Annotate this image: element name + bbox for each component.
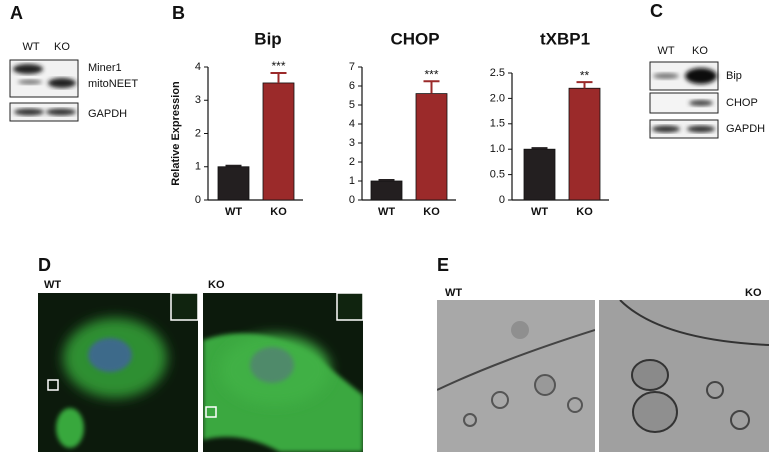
y-tick-label: 2.5 <box>490 67 505 79</box>
y-tick-label: 0.5 <box>490 169 505 181</box>
error-bar <box>531 147 548 150</box>
bar <box>523 148 556 201</box>
lane-label: WT <box>22 41 39 53</box>
y-tick-label: 1 <box>349 175 355 187</box>
y-axis-label: Relative Expression <box>170 81 182 186</box>
charts: Bip Relative Expression 0 1 2 3 4 WT *** KO CHOP 0 1… <box>170 29 609 218</box>
x-tick-label: KO <box>576 206 593 218</box>
x-tick-label: WT <box>225 206 242 218</box>
error-bar <box>576 81 593 89</box>
y-tick-label: 7 <box>349 61 355 73</box>
error-bar <box>378 179 395 182</box>
em-image <box>437 300 595 452</box>
y-tick-label: 0 <box>349 194 355 206</box>
em-image <box>599 300 769 452</box>
band-label: GAPDH <box>726 123 765 135</box>
band-label: Bip <box>726 70 742 82</box>
significance: *** <box>424 67 438 81</box>
x-tick-label: WT <box>531 206 548 218</box>
y-tick-label: 3 <box>195 94 201 106</box>
panel-letter: A <box>10 3 23 23</box>
chart-title: Bip <box>254 29 281 48</box>
chart-title: CHOP <box>390 29 439 48</box>
panel-letter: C <box>650 1 663 21</box>
x-tick-label: KO <box>423 206 440 218</box>
y-tick-label: 4 <box>195 61 201 73</box>
fluorescence-image <box>38 293 198 452</box>
band-label: CHOP <box>726 97 758 109</box>
x-tick-label: KO <box>270 206 287 218</box>
blot <box>649 61 719 139</box>
y-tick-label: 2.0 <box>490 92 505 104</box>
y-tick-label: 2 <box>349 156 355 168</box>
y-tick-label: 3 <box>349 137 355 149</box>
band-label: GAPDH <box>88 108 127 120</box>
chart-title: tXBP1 <box>540 29 590 48</box>
bar <box>217 166 250 201</box>
lane-label: KO <box>54 41 70 53</box>
bar <box>370 180 403 201</box>
error-bar <box>423 80 440 94</box>
panel-letter: E <box>437 255 449 275</box>
y-tick-label: 6 <box>349 80 355 92</box>
panel-letter: B <box>172 3 185 23</box>
image-label: KO <box>745 287 762 299</box>
significance: ** <box>580 68 590 82</box>
band-label: Miner1 <box>88 62 122 74</box>
significance: *** <box>271 59 285 73</box>
fluorescence-image <box>203 293 363 452</box>
y-tick-label: 2 <box>195 127 201 139</box>
image-label: WT <box>44 279 61 291</box>
y-tick-label: 1.5 <box>490 118 505 130</box>
band-label: mitoNEET <box>88 78 138 90</box>
bar <box>415 93 448 201</box>
y-tick-label: 1 <box>195 161 201 173</box>
y-tick-label: 0 <box>499 194 505 206</box>
panel-letter: D <box>38 255 51 275</box>
lane-label: WT <box>657 45 674 57</box>
y-tick-label: 0 <box>195 194 201 206</box>
error-bar <box>225 164 242 167</box>
y-tick-label: 1.0 <box>490 143 505 155</box>
bar <box>262 82 295 201</box>
lane-label: KO <box>692 45 708 57</box>
image-label: WT <box>445 287 462 299</box>
bar <box>568 87 601 201</box>
y-tick-label: 4 <box>349 118 355 130</box>
y-tick-label: 5 <box>349 99 355 111</box>
blot <box>9 59 79 122</box>
image-label: KO <box>208 279 225 291</box>
error-bar <box>270 71 287 83</box>
x-tick-label: WT <box>378 206 395 218</box>
